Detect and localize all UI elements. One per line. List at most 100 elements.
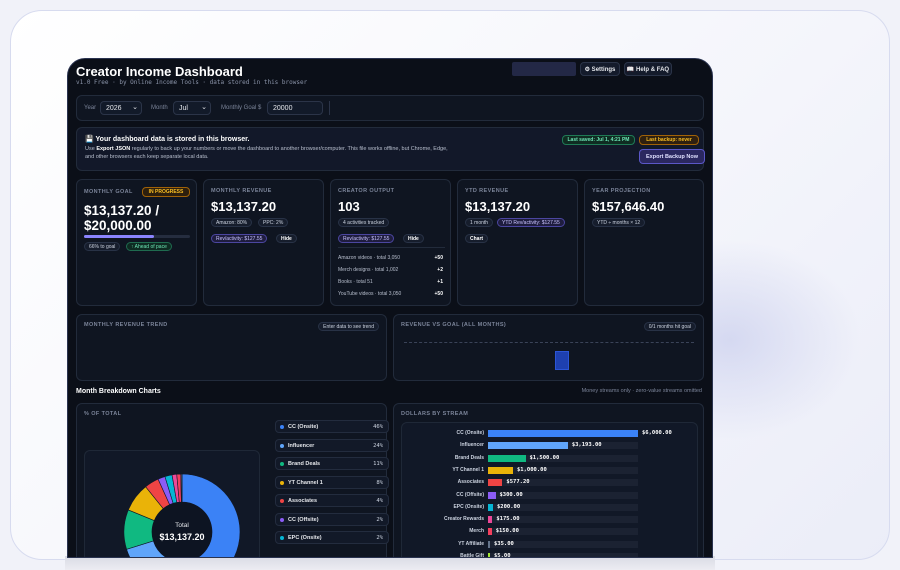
- bar-value-label: $1,000.00: [517, 466, 547, 473]
- output-row-label: YouTube videos · total 3,050: [338, 291, 402, 297]
- legend-dot-icon: [280, 536, 284, 540]
- panel-label: % of Total: [84, 411, 122, 417]
- legend-pct: 46%: [373, 424, 383, 430]
- output-row-value: +50: [434, 291, 443, 297]
- legend-pct: 4%: [376, 498, 383, 504]
- monthly-goal-input[interactable]: 20000: [267, 101, 323, 115]
- pie-chart: [123, 473, 241, 557]
- bar: [488, 516, 493, 524]
- breakdown-title: Month Breakdown Charts: [76, 388, 161, 395]
- ytd-revenue-card: YTD Revenue $13,137.20 1 month YTD Rev/a…: [457, 179, 578, 306]
- output-row-value: +2: [437, 267, 443, 273]
- divider: [329, 101, 330, 115]
- ytd-value: $13,137.20: [465, 199, 531, 214]
- bar-value-label: $6,000.00: [642, 430, 672, 436]
- notice-text-post: regularly to back up your numbers or mov…: [130, 146, 448, 152]
- settings-button[interactable]: ⚙ Settings: [580, 62, 620, 76]
- bar-track: [488, 516, 638, 524]
- legend-name: CC (Onsite): [288, 424, 319, 430]
- bar-label: Influencer: [460, 442, 484, 449]
- legend-pct: 8%: [376, 479, 383, 486]
- bar: [488, 540, 490, 548]
- header-blank-button[interactable]: [512, 62, 576, 76]
- output-row-label: Amazon videos · total 3,050: [338, 255, 400, 261]
- bar-row: CC (Onsite) $6,000.00: [402, 429, 697, 438]
- bar-value-label: $1,500.00: [529, 454, 560, 461]
- help-faq-button[interactable]: 📖 Help & FAQ: [624, 62, 672, 76]
- year-label: Year: [84, 105, 97, 111]
- legend-pct: 11%: [373, 461, 383, 467]
- panel-label: Dollars by Stream: [401, 411, 469, 417]
- notice-title: 💾 Your dashboard data is stored in this …: [85, 136, 250, 143]
- goal-progress-fill: [84, 235, 154, 238]
- ytd-rev-activity-chip: YTD Rev/activity: $127.55: [497, 218, 565, 227]
- goal-value: 20000: [273, 104, 293, 112]
- bar-row: Brand Deals $1,500.00: [402, 454, 697, 463]
- legend-pct: 24%: [373, 442, 383, 449]
- bar-track: [488, 454, 638, 462]
- bar-value-label: $150.00: [495, 528, 519, 535]
- legend-dot-icon: [280, 443, 284, 448]
- legend-name: Brand Deals: [288, 461, 321, 467]
- goal-progress-track: [84, 235, 190, 238]
- bar: [488, 479, 503, 487]
- bar-track: [488, 528, 638, 536]
- bar: [488, 430, 638, 437]
- month-value: Jul: [179, 104, 188, 112]
- bar-label: Associates: [457, 479, 484, 486]
- rev-activity-chip: Rev/activity: $127.55: [211, 234, 268, 243]
- bar-value-label: $175.00: [496, 516, 520, 523]
- breakdown-note: Money streams only · zero-value streams …: [581, 388, 702, 394]
- legend-item: CC (Onsite) 46%: [275, 420, 389, 433]
- pie-hole: [152, 502, 212, 557]
- bar: [488, 503, 493, 511]
- bar-value-label: $200.00: [497, 503, 521, 510]
- bar-chart: CC (Onsite) $6,000.00 Influencer $3,193.00 B…: [402, 429, 697, 558]
- output-row-label: Merch designs · total 1,002: [338, 267, 399, 273]
- chart-button[interactable]: Chart: [465, 234, 489, 243]
- card-label: Monthly Revenue: [211, 188, 272, 194]
- monthly-revenue-trend-panel: Monthly Revenue Trend Enter data to see …: [76, 314, 387, 381]
- panel-label: Monthly Revenue Trend: [84, 322, 168, 328]
- pct-to-goal-chip: 66% to goal: [84, 242, 121, 251]
- bar-row: Merch $150.00: [402, 527, 697, 536]
- bar-row: Creator Rewards $175.00: [402, 515, 697, 524]
- goal-line: [404, 342, 694, 343]
- bar-value-label: $5.00: [494, 553, 511, 558]
- legend-dot-icon: [280, 425, 284, 429]
- card-label: Year Projection: [592, 188, 651, 194]
- goal-value-line1: $13,137.20 /: [84, 203, 160, 218]
- pie-total-label: Total: [175, 522, 189, 529]
- creator-output-card: Creator Output 103 4 activities tracked …: [330, 179, 451, 306]
- bar-chart-card: CC (Onsite) $6,000.00 Influencer $3,193.00 B…: [401, 422, 698, 558]
- export-backup-button[interactable]: Export Backup Now: [639, 149, 705, 164]
- legend-item: EPC (Onsite) 2%: [275, 531, 389, 544]
- bar-label: Battle Gift: [460, 553, 484, 558]
- legend-item: Brand Deals 11%: [275, 457, 389, 470]
- trend-hint: Enter data to see trend: [318, 322, 379, 331]
- chevron-down-icon: ⌄: [201, 104, 207, 111]
- goal-value-line2: $20,000.00: [84, 218, 152, 233]
- hide-button[interactable]: Hide: [276, 234, 297, 243]
- notice-text-pre: Use: [85, 146, 97, 152]
- monthly-revenue-card: Monthly Revenue $13,137.20 Amazon: 80% P…: [203, 179, 324, 306]
- output-value: 103: [338, 199, 360, 214]
- ppc-chip: PPC: 2%: [258, 218, 289, 227]
- rev-activity-chip: Rev/activity: $127.55: [338, 234, 395, 243]
- bar-track: [488, 491, 638, 499]
- pie-total-value: $13,137.20: [159, 532, 205, 542]
- hide-button[interactable]: Hide: [403, 234, 424, 243]
- legend-name: Associates: [288, 498, 318, 504]
- month-revenue-bar: [555, 351, 569, 370]
- bar-label: YT Affiliate: [458, 540, 484, 547]
- month-label: Month: [151, 105, 168, 111]
- year-select[interactable]: 2026 ⌄: [100, 101, 142, 115]
- bar-track: [488, 430, 638, 437]
- pct-of-total-panel: % of Total Total $13,137.20 CC (Onsite) 4…: [76, 403, 389, 557]
- legend-pct: 2%: [376, 516, 383, 523]
- month-select[interactable]: Jul ⌄: [173, 101, 211, 115]
- divider: [338, 247, 445, 248]
- projection-value: $157,646.40: [592, 199, 665, 214]
- notice-text-line2: and other browsers each keep separate lo…: [85, 154, 209, 160]
- monthly-goal-card: Monthly Goal IN PROGRESS $13,137.20 / $2…: [76, 179, 197, 306]
